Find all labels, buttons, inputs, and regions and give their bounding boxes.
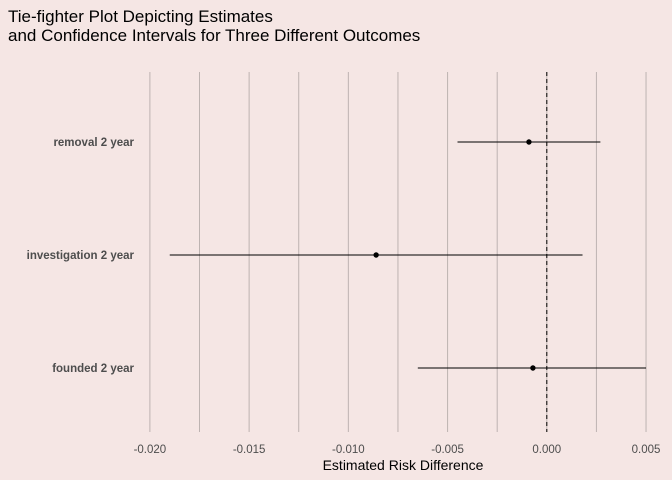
category-labels: removal 2 year investigation 2 year founde… [27, 137, 135, 375]
x-tick-label-3: -0.005 [431, 444, 464, 456]
gridlines [149, 72, 647, 432]
x-tick-label-0: -0.020 [134, 444, 167, 456]
category-label-1: investigation 2 year [27, 250, 135, 262]
category-label-2: founded 2 year [52, 363, 134, 375]
x-axis-title: Estimated Risk Difference [323, 457, 484, 473]
estimate-marks [169, 139, 647, 371]
estimate-point-0 [526, 139, 532, 145]
x-tick-label-1: -0.015 [233, 444, 266, 456]
chart-title-line-1: Tie-fighter Plot Depicting Estimates [8, 7, 273, 26]
x-tick-label-4: 0.000 [532, 444, 561, 456]
x-tick-labels: -0.020 -0.015 -0.010 -0.005 0.000 0.005 [134, 444, 661, 456]
chart-title-line-2: and Confidence Intervals for Three Diffe… [8, 26, 420, 45]
x-tick-label-2: -0.010 [332, 444, 365, 456]
estimate-point-1 [373, 252, 379, 258]
x-tick-label-5: 0.005 [632, 444, 661, 456]
category-label-0: removal 2 year [53, 137, 134, 149]
estimate-point-2 [530, 365, 536, 371]
chart-title: Tie-fighter Plot Depicting Estimates and… [8, 7, 420, 45]
